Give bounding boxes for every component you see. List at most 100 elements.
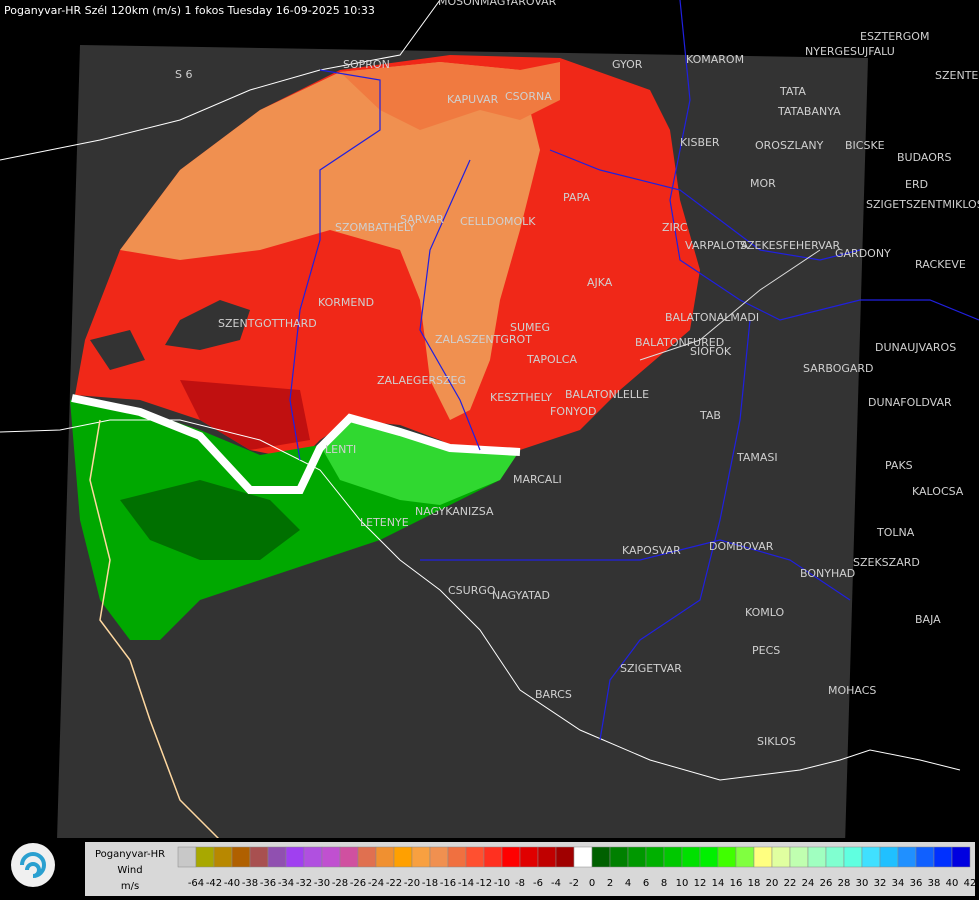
legend-label: 40	[946, 878, 959, 889]
legend-label: -38	[242, 878, 258, 889]
legend-swatch	[663, 846, 683, 868]
legend-swatch	[609, 846, 629, 868]
legend-label: -42	[206, 878, 222, 889]
city-label: BAJA	[915, 613, 941, 626]
city-label: SIOFOK	[690, 345, 732, 358]
city-label: SARBOGARD	[803, 362, 874, 375]
road	[639, 249, 821, 361]
city-label: LENTI	[325, 443, 356, 456]
legend-label: -32	[296, 878, 312, 889]
legend-label: -16	[440, 878, 456, 889]
city-label: TATABANYA	[777, 105, 841, 118]
legend-label: -20	[404, 878, 420, 889]
county-line	[549, 149, 861, 261]
legend-label: -6	[533, 878, 543, 889]
city-label: SOPRON	[343, 58, 390, 71]
legend-swatch	[339, 846, 359, 868]
legend-swatch	[231, 846, 251, 868]
city-label: BALATONLELLE	[565, 388, 649, 401]
legend-swatch	[627, 846, 647, 868]
legend-title: Wind	[117, 865, 142, 876]
legend-label: 42	[964, 878, 977, 889]
city-label: KOMAROM	[686, 53, 744, 66]
city-label: CSURGO	[448, 584, 496, 597]
city-label: SZEKSZARD	[853, 556, 920, 569]
legend-label: -8	[515, 878, 525, 889]
legend-swatch	[483, 846, 503, 868]
legend-label: 16	[730, 878, 743, 889]
legend-label: -14	[458, 878, 474, 889]
legend-swatch	[753, 846, 773, 868]
legend-label: -12	[476, 878, 492, 889]
city-label: NAGYKANIZSA	[415, 505, 494, 518]
city-label: TOLNA	[876, 526, 915, 539]
city-label: BUDAORS	[897, 151, 952, 164]
city-label: SZEKESFEHERVAR	[740, 239, 841, 252]
legend-swatch	[897, 846, 917, 868]
legend-label: -2	[569, 878, 579, 889]
zero-band	[71, 394, 521, 494]
legend-swatch	[573, 846, 593, 868]
legend-label: 12	[694, 878, 707, 889]
legend-swatch	[591, 846, 611, 868]
city-label: ESZTERGOM	[860, 30, 929, 43]
legend-swatch	[375, 846, 395, 868]
legend-swatch	[915, 846, 935, 868]
city-label: OROSZLANY	[755, 139, 824, 152]
city-label: BALATONALMADI	[665, 311, 759, 324]
road-label: S 6	[175, 68, 192, 81]
city-label: KAPUVAR	[447, 93, 499, 106]
legend-label: 26	[820, 878, 833, 889]
city-label: DUNAUJVAROS	[875, 341, 956, 354]
city-label: ZIRC	[662, 221, 688, 234]
legend-swatch	[807, 846, 827, 868]
city-label: NAGYATAD	[492, 589, 550, 602]
legend-swatch	[393, 846, 413, 868]
legend-swatch	[861, 846, 881, 868]
city-label: KAPOSVAR	[622, 544, 681, 557]
city-label: SZIGETVAR	[620, 662, 682, 675]
city-label: ZALASZENTGROT	[435, 333, 532, 346]
legend-label: -40	[224, 878, 240, 889]
legend-label: 32	[874, 878, 887, 889]
city-label: SZENTGOTTHARD	[218, 317, 317, 330]
city-label: VARPALOTA	[685, 239, 749, 252]
border	[0, 419, 961, 781]
legend-label: 36	[910, 878, 923, 889]
city-label: BONYHAD	[800, 567, 855, 580]
city-label: MOSONMAGYAROVAR	[438, 0, 557, 8]
city-label: KISBER	[680, 136, 720, 149]
legend-swatch	[501, 846, 521, 868]
echo-orange-2	[340, 62, 560, 130]
city-label: TAB	[699, 409, 721, 422]
legend-swatch	[213, 846, 233, 868]
echo-darkred	[180, 380, 310, 450]
city-label: MOR	[750, 177, 776, 190]
city-label: SZENTENDRE	[935, 69, 979, 82]
legend-label: -4	[551, 878, 561, 889]
legend-label: 38	[928, 878, 941, 889]
legend-label: -18	[422, 878, 438, 889]
legend-swatch	[645, 846, 665, 868]
city-label: AJKA	[587, 276, 613, 289]
city-label: FONYOD	[550, 405, 596, 418]
legend-label: -10	[494, 878, 510, 889]
border	[89, 419, 241, 861]
city-label: KOMLO	[745, 606, 784, 619]
echo-orange	[120, 62, 540, 420]
legend-label: 14	[712, 878, 725, 889]
city-label: KORMEND	[318, 296, 374, 309]
legend-label: -34	[278, 878, 294, 889]
city-label: SARVAR	[400, 213, 444, 226]
legend-swatch	[321, 846, 341, 868]
city-label: SIKLOS	[757, 735, 796, 748]
city-label: SZIGETSZENTMIKLOS	[866, 198, 979, 211]
header-title: Poganyvar-HR Szél 120km (m/s) 1 fokos Tu…	[4, 4, 375, 17]
city-label: TAPOLCA	[526, 353, 577, 366]
city-label: GARDONY	[835, 247, 891, 260]
legend-label: 2	[607, 878, 613, 889]
city-label: DUNAFOLDVAR	[868, 396, 952, 409]
city-label: MARCALI	[513, 473, 562, 486]
legend-label: 22	[784, 878, 797, 889]
